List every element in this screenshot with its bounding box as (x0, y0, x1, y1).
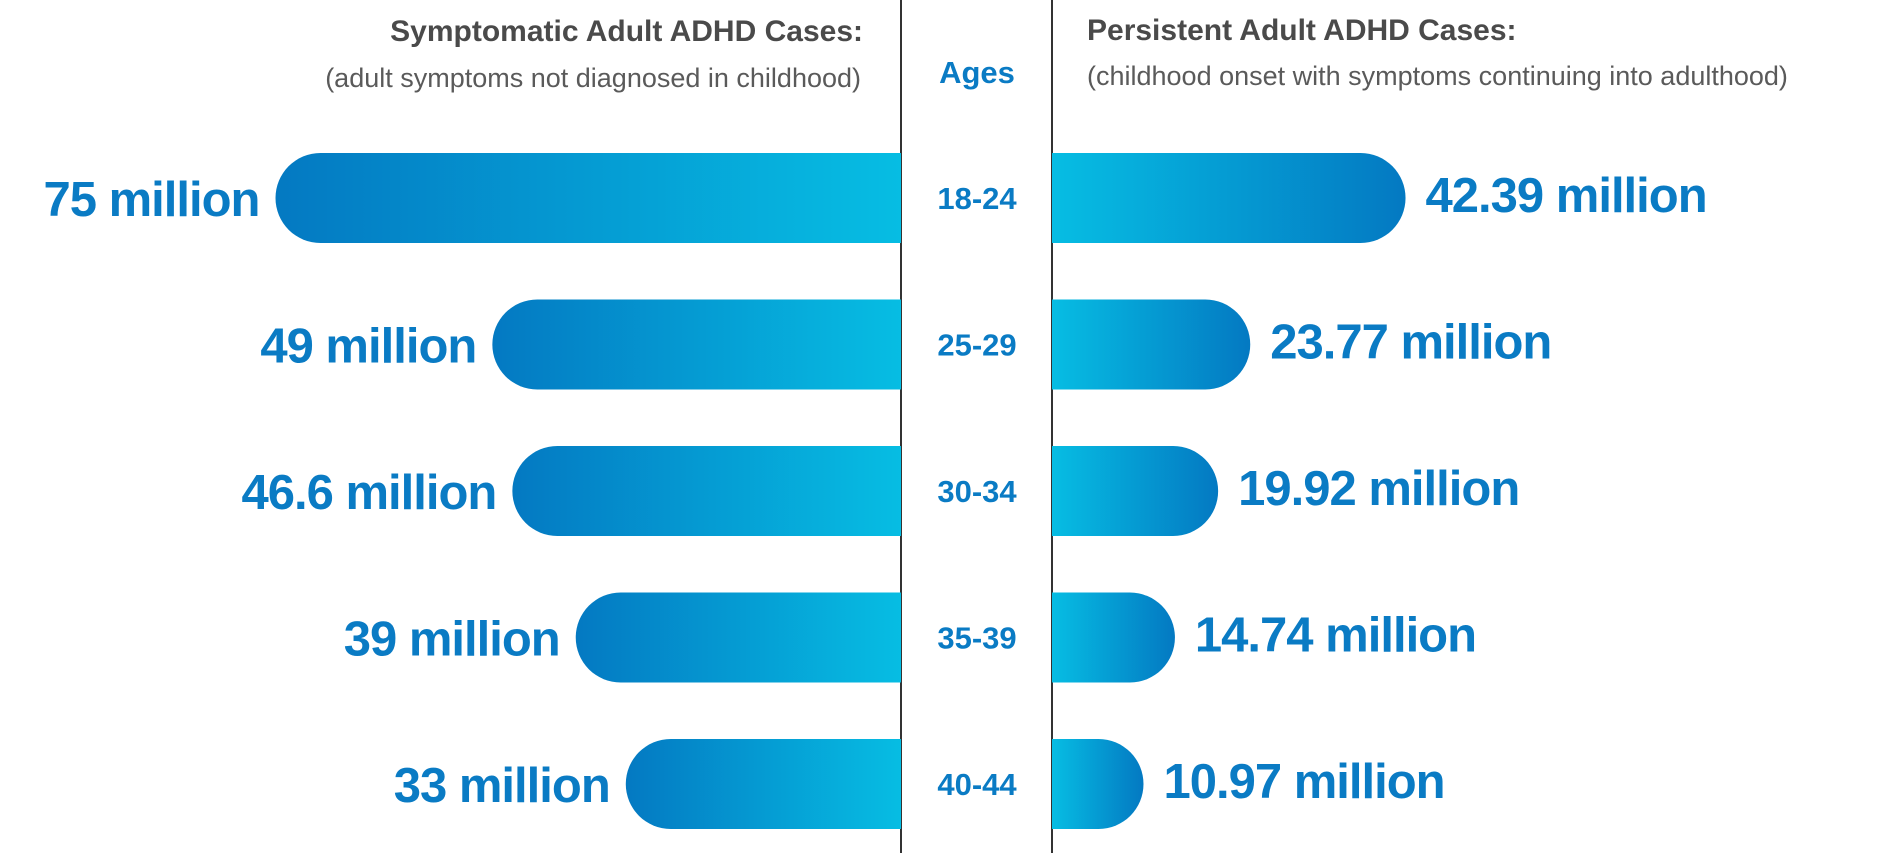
right-series-subtitle: (childhood onset with symptoms continuin… (1087, 61, 1788, 91)
ages-title: Ages (939, 55, 1015, 90)
left-bar-35-39 (575, 592, 901, 683)
right-bar-40-44 (1052, 739, 1144, 829)
age-label-18-24: 18-24 (937, 181, 1017, 216)
right-bar-18-24 (1052, 153, 1406, 243)
left-value-label-30-34: 46.6 million (241, 466, 496, 520)
left-series-title: Symptomatic Adult ADHD Cases: (390, 15, 863, 48)
age-label-40-44: 40-44 (937, 767, 1017, 802)
right-value-label-35-39: 14.74 million (1195, 609, 1476, 663)
bars-group: 75 million 42.39 million 18-24 49 million 23… (43, 153, 1708, 829)
right-bar-25-29 (1052, 299, 1251, 390)
left-value-label-40-44: 33 million (394, 759, 610, 813)
right-bar-30-34 (1052, 446, 1219, 536)
left-value-label-25-29: 49 million (260, 320, 476, 374)
right-value-label-40-44: 10.97 million (1163, 755, 1444, 809)
age-label-35-39: 35-39 (937, 621, 1016, 656)
right-value-label-18-24: 42.39 million (1426, 169, 1707, 223)
left-bar-30-34 (512, 446, 901, 536)
left-bar-25-29 (492, 299, 901, 390)
age-label-25-29: 25-29 (937, 328, 1016, 363)
right-value-label-25-29: 23.77 million (1270, 316, 1551, 370)
left-bar-40-44 (625, 739, 901, 829)
right-value-label-30-34: 19.92 million (1238, 462, 1519, 516)
left-value-label-35-39: 39 million (344, 613, 560, 667)
left-series-subtitle: (adult symptoms not diagnosed in childho… (325, 63, 861, 93)
left-bar-18-24 (275, 153, 901, 243)
right-series-title: Persistent Adult ADHD Cases: (1087, 14, 1517, 47)
left-value-label-18-24: 75 million (43, 173, 259, 227)
right-bar-35-39 (1052, 592, 1175, 683)
age-label-30-34: 30-34 (937, 474, 1017, 509)
